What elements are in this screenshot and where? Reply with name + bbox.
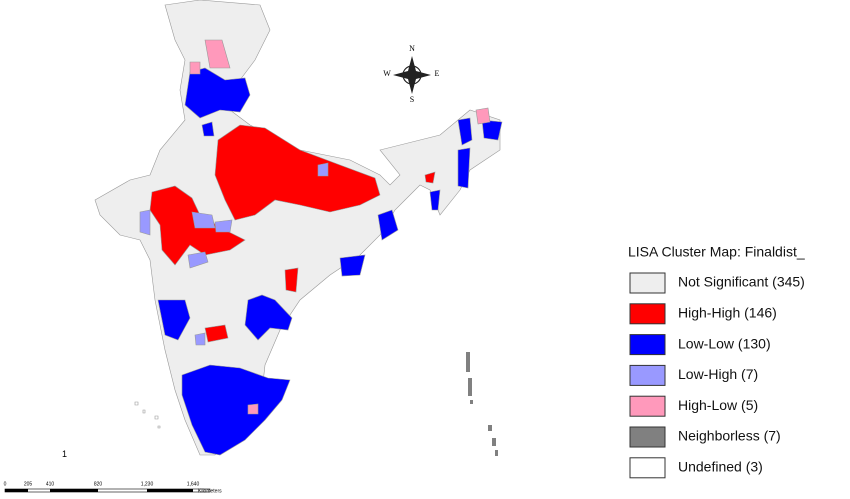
high-low-regions	[189, 39, 491, 415]
compass-w: W	[383, 69, 391, 78]
lakshadweep-islands	[134, 401, 161, 429]
legend-swatch	[629, 395, 666, 417]
scale-segment	[147, 489, 193, 492]
compass-ring	[402, 65, 422, 85]
high-high-small	[204, 171, 436, 343]
low-low-central	[157, 209, 399, 341]
compass-rose	[393, 56, 431, 94]
scale-label: 0	[4, 481, 7, 487]
legend-label: High-High (146)	[678, 305, 777, 321]
legend-label: Not Significant (345)	[678, 274, 805, 290]
legend-swatch	[629, 334, 666, 356]
scale-label: 820	[94, 481, 103, 487]
legend-swatch	[629, 426, 666, 448]
legend-label: Neighborless (7)	[678, 428, 781, 444]
low-low-north	[184, 67, 251, 137]
scale-label: 1,640	[187, 481, 200, 487]
legend-label: Undefined (3)	[678, 459, 763, 475]
low-low-south	[181, 364, 291, 456]
scale-segment	[50, 489, 98, 492]
scale-label: 410	[46, 481, 55, 487]
legend-swatch	[629, 303, 666, 325]
legend-label: Low-Low (130)	[678, 335, 771, 351]
low-low-northeast	[429, 117, 503, 211]
neighborless-islands	[466, 352, 498, 456]
scale-unit: Kilometers	[198, 488, 222, 494]
scale-segment	[5, 489, 28, 492]
low-high-regions	[139, 162, 329, 346]
legend-label: High-Low (5)	[678, 397, 758, 413]
compass-n: N	[409, 44, 415, 53]
legend-label: Low-High (7)	[678, 366, 758, 382]
high-high-north	[214, 124, 381, 221]
scale-label: 1,230	[141, 481, 154, 487]
legend-swatch	[629, 457, 666, 479]
scale-label: 205	[24, 481, 33, 487]
legend: Not Significant (345) High-High (146) Low-…	[629, 272, 805, 479]
india-map	[94, 0, 503, 456]
legend-swatch	[629, 272, 666, 294]
compass: N S E W	[383, 44, 439, 104]
map-label: 1	[62, 449, 67, 459]
legend-title: LISA Cluster Map: Finaldist_	[628, 244, 805, 260]
compass-e: E	[435, 69, 440, 78]
compass-s: S	[410, 95, 414, 104]
legend-swatch	[629, 364, 666, 386]
